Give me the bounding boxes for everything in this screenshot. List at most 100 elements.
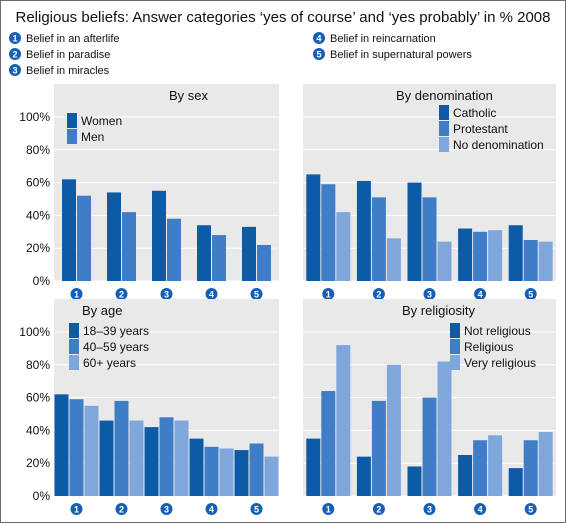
bar <box>473 440 488 496</box>
bar <box>488 230 503 281</box>
panel-title: By age <box>82 303 122 318</box>
bar <box>99 420 114 496</box>
bar <box>336 345 351 496</box>
bar <box>114 400 129 496</box>
legend-number-icon <box>313 48 325 60</box>
series-legend-swatch <box>450 323 460 338</box>
belief-legend: 1 Belief in an afterlife 2 Belief in paradi… <box>9 32 472 77</box>
series-legend-swatch <box>69 355 79 370</box>
bar <box>264 456 279 496</box>
category-number-icon <box>115 503 128 515</box>
category-number-icon <box>322 288 335 300</box>
y-tick-label: 20% <box>26 456 50 470</box>
category-label: 4 <box>209 504 214 514</box>
bar <box>538 241 553 281</box>
legend-label: Belief in supernatural powers <box>330 49 472 61</box>
series-legend-label: Catholic <box>453 106 496 120</box>
panel-by-sex: 0% 20% 40% 60% 80% 100% By sex 1 2 3 4 5 Women Men <box>19 84 279 300</box>
y-tick-label: 80% <box>26 358 50 372</box>
bar <box>257 244 271 281</box>
legend-number-icon <box>9 48 21 60</box>
category-label: 5 <box>528 289 533 299</box>
panel-title: By religiosity <box>402 303 475 318</box>
series-legend-label: No denomination <box>453 138 544 152</box>
bar <box>306 174 321 281</box>
panel-title: By sex <box>169 88 209 103</box>
bar <box>458 228 473 281</box>
bar <box>122 212 136 281</box>
bar <box>306 438 321 496</box>
bar <box>488 435 503 496</box>
category-number-icon <box>524 288 537 300</box>
legend-number: 4 <box>316 33 321 43</box>
category-number-icon <box>322 503 335 515</box>
series-legend-swatch <box>67 129 77 144</box>
bar <box>107 192 121 281</box>
bar <box>144 427 159 496</box>
chart-title: Religious beliefs: Answer categories ‘ye… <box>15 9 550 26</box>
category-number-icon <box>250 288 263 300</box>
category-label: 4 <box>478 504 483 514</box>
bar <box>174 420 189 496</box>
legend-label: Belief in an afterlife <box>26 33 120 45</box>
bar <box>473 231 488 281</box>
series-legend-label: 60+ years <box>83 356 136 370</box>
bar <box>197 225 211 281</box>
bar <box>386 238 401 281</box>
category-label: 2 <box>119 504 124 514</box>
bar <box>437 241 452 281</box>
category-label: 4 <box>478 289 483 299</box>
category-number-icon <box>474 288 487 300</box>
category-number-icon <box>205 288 218 300</box>
bar <box>407 182 422 281</box>
legend-number-icon <box>9 64 21 76</box>
y-tick-label: 40% <box>26 208 50 222</box>
bar <box>167 218 181 281</box>
category-label: 2 <box>119 289 124 299</box>
bar <box>242 226 256 281</box>
category-label: 1 <box>74 504 79 514</box>
series-legend-swatch <box>450 355 460 370</box>
bar <box>422 397 437 496</box>
series-legend-swatch <box>439 137 449 152</box>
bar <box>204 446 219 496</box>
category-label: 2 <box>376 504 381 514</box>
y-tick-label: 40% <box>26 423 50 437</box>
bar <box>129 420 144 496</box>
panel-by-religiosity: By religiosity 1 2 3 4 5 Not religious Religiou… <box>303 299 556 515</box>
legend-label: Belief in paradise <box>26 49 110 61</box>
series-legend-label: Men <box>81 130 104 144</box>
bar <box>422 197 437 281</box>
y-tick-label: 80% <box>26 143 50 157</box>
category-number-icon <box>372 288 385 300</box>
category-number-icon <box>70 503 83 515</box>
legend-number-icon <box>313 32 325 44</box>
bar <box>152 190 166 281</box>
bar <box>407 466 422 496</box>
y-tick-label: 0% <box>33 489 51 503</box>
legend-number-icon <box>9 32 21 44</box>
bar <box>321 184 336 281</box>
y-tick-label: 60% <box>26 176 50 190</box>
series-legend-label: Very religious <box>464 356 536 370</box>
category-label: 4 <box>209 289 214 299</box>
bar <box>508 468 523 496</box>
category-label: 5 <box>254 289 259 299</box>
series-legend-swatch <box>450 339 460 354</box>
legend-number: 1 <box>12 33 17 43</box>
category-number-icon <box>423 503 436 515</box>
bar <box>219 448 234 496</box>
bar <box>538 432 553 496</box>
y-tick-label: 20% <box>26 241 50 255</box>
bar <box>77 195 91 281</box>
bar <box>458 455 473 496</box>
bar <box>437 361 452 496</box>
bar <box>321 391 336 496</box>
category-number-icon <box>205 503 218 515</box>
panel-title: By denomination <box>396 88 493 103</box>
bar <box>356 456 371 496</box>
category-number-icon <box>250 503 263 515</box>
series-legend-swatch <box>439 105 449 120</box>
